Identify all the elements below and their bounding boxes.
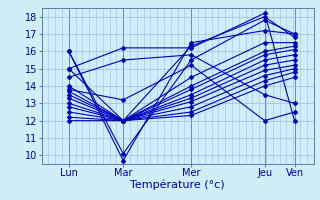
X-axis label: Température (°c): Température (°c) [130,180,225,190]
